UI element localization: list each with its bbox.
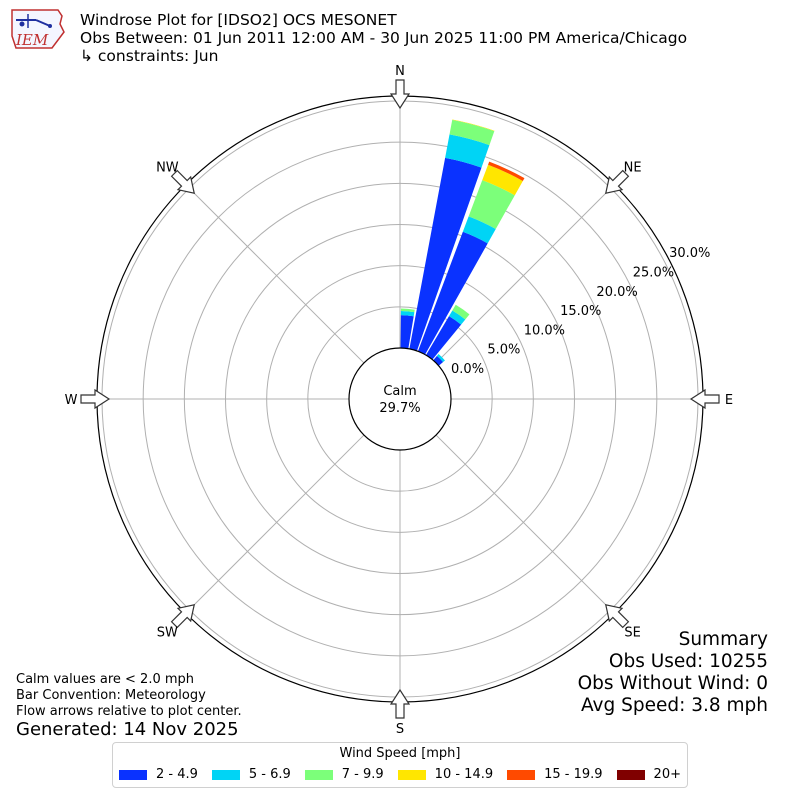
direction-label-sw: SW [157,626,178,641]
wind-bar-segment [452,119,495,132]
radial-tick-label: 25.0% [633,265,674,280]
wind-bar-segment [400,310,415,317]
legend-swatch [211,769,240,780]
flow-arrow-shape [80,388,111,410]
wind-bar-segment [449,119,495,146]
flow-arrow-shape [689,388,720,410]
flow-arrow-icon [170,603,196,629]
observation-period: Obs Between: 01 Jun 2011 12:00 AM - 30 J… [80,29,688,47]
radial-tick-label: 10.0% [524,323,565,338]
flow-arrow-icon [604,169,630,195]
wind-bar-segment [462,216,496,244]
legend: Wind Speed [mph] 2 - 4.9 5 - 6.9 7 - 9.9 10… [112,742,688,788]
radial-tick-label: 20.0% [596,285,637,300]
constraints-label: ↳ constraints: Jun [80,47,219,65]
flow-arrow-shape [170,603,196,629]
chart-title: Windrose Plot for [IDSO2] OCS MESONET [80,11,397,29]
flow-arrow-icon [170,169,196,195]
flow-arrow-shape [389,688,411,719]
wind-bar-segment [468,180,515,230]
wind-bar-segment [445,134,490,168]
summary-obs-without-wind: Obs Without Wind: 0 [577,673,768,694]
legend-label: 10 - 14.9 [434,767,494,782]
wind-bar-segment [400,315,414,349]
legend-item: 2 - 4.9 [119,767,198,782]
legend-label: 15 - 19.9 [544,767,603,782]
summary-avg-speed: Avg Speed: 3.8 mph [580,695,768,716]
radial-tick-label: 15.0% [560,304,601,319]
legend-swatch [616,769,645,780]
wind-bar-segment [449,310,466,325]
legend-swatch [507,769,536,780]
wind-bar-segment [436,354,445,363]
wind-bar-segment [488,161,525,181]
legend-label: 7 - 9.9 [341,767,384,782]
flow-arrow-shape [604,603,630,629]
legend-label: 5 - 6.9 [248,767,291,782]
flow-arrow-icon [604,603,630,629]
legend-item: 20+ [616,767,681,782]
legend-item: 10 - 14.9 [397,767,494,782]
flow-arrow-icon [389,79,411,110]
flow-arrows-note: Flow arrows relative to plot center. [16,704,242,719]
flow-arrow-shape [389,79,411,110]
legend-item: 15 - 19.9 [507,767,603,782]
generated-date: Generated: 14 Nov 2025 [16,719,239,740]
grid-spoke [185,184,365,364]
grid-spoke [435,434,615,614]
direction-label-se: SE [624,626,640,641]
wind-bar-segment [417,231,488,355]
direction-label-ne: NE [624,160,642,175]
legend-items: 2 - 4.9 5 - 6.9 7 - 9.9 10 - 14.9 15 - 19.9 2… [119,767,681,782]
iem-logo: IEM [11,9,65,49]
calm-note: Calm values are < 2.0 mph [16,672,195,687]
grid-spoke [435,184,615,364]
legend-label: 2 - 4.9 [156,767,198,782]
legend-swatch [304,769,333,780]
flow-arrow-shape [170,169,196,195]
direction-label-s: S [396,722,404,737]
direction-label-w: W [65,393,78,408]
calm-value: 29.7% [379,401,420,416]
direction-label-e: E [725,393,733,408]
wind-bar-segment [482,164,523,196]
bar-convention-note: Bar Convention: Meteorology [16,688,206,703]
flow-arrow-shape [604,169,630,195]
legend-item: 5 - 6.9 [211,767,291,782]
legend-swatch [119,769,147,780]
wind-bar-segment [400,308,415,313]
grid-spoke [185,434,365,614]
wind-bar-segment [452,304,470,320]
radial-tick-label: 30.0% [669,246,710,261]
direction-label-n: N [395,64,405,79]
wind-bar-segment [409,157,482,351]
radial-tick-label: 0.0% [451,362,484,377]
direction-label-nw: NW [156,160,179,175]
calm-label: Calm [383,384,416,399]
flow-arrow-icon [80,388,111,410]
legend-swatch [397,769,426,780]
legend-label: 20+ [653,767,681,782]
radial-tick-label: 5.0% [487,343,520,358]
flow-arrow-icon [689,388,720,410]
summary-obs-used: Obs Used: 10255 [608,651,768,672]
wind-bar-segment [425,316,462,360]
summary-title: Summary [678,629,768,650]
legend-item: 7 - 9.9 [304,767,384,782]
legend-title: Wind Speed [mph] [339,746,461,761]
flow-arrow-icon [389,688,411,719]
calm-circle [348,347,452,451]
svg-text:IEM: IEM [15,31,49,49]
wind-bar-segment [433,355,444,366]
